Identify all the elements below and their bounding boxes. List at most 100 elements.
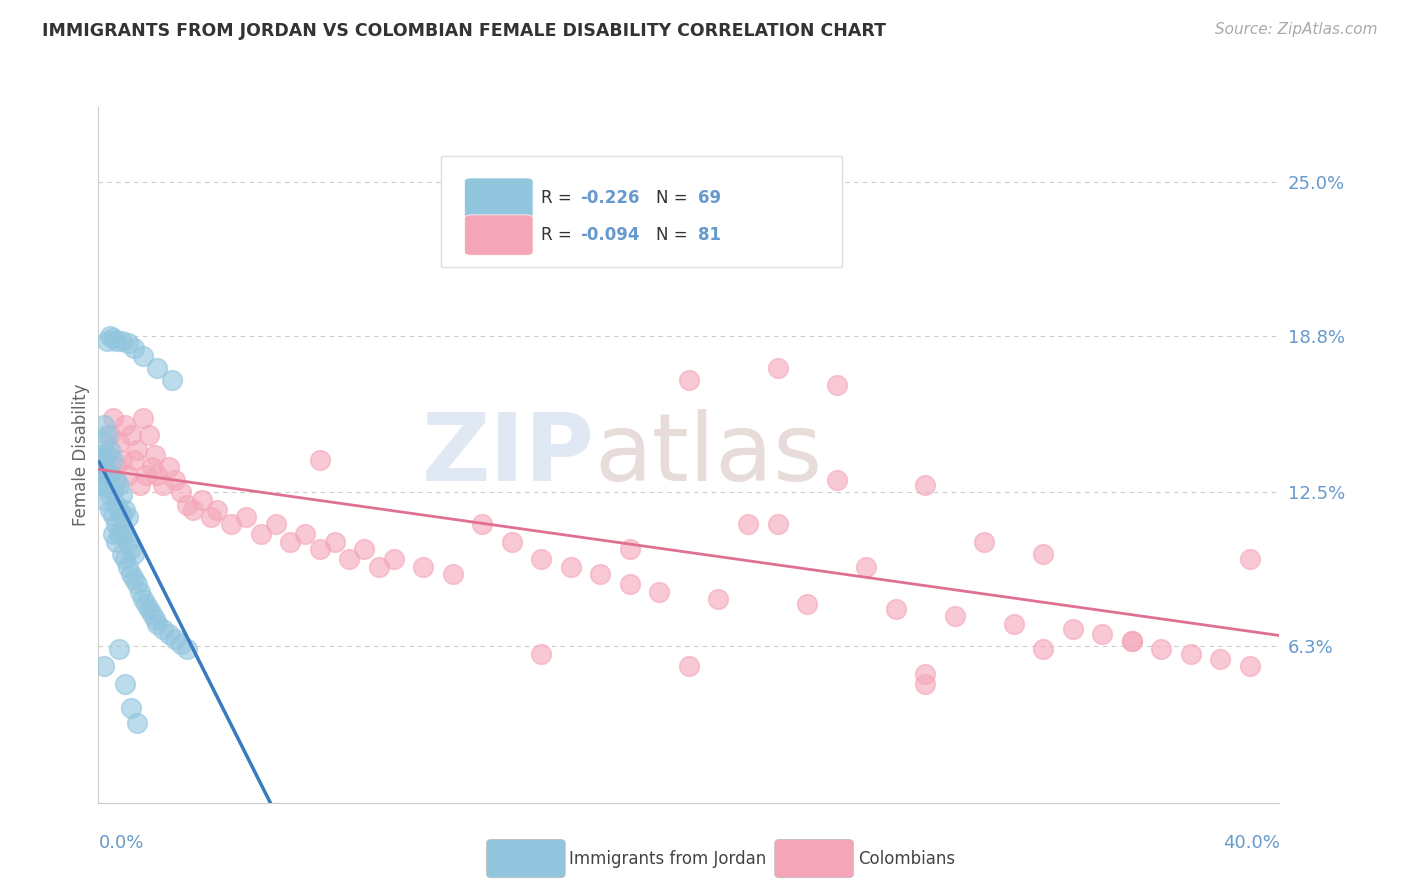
Text: 69: 69	[699, 189, 721, 207]
Point	[114, 418, 136, 433]
Point	[648, 584, 671, 599]
Point	[105, 473, 128, 487]
Point	[98, 442, 121, 457]
Point	[146, 361, 169, 376]
Point	[176, 641, 198, 656]
Point	[264, 517, 287, 532]
Text: 0.0%: 0.0%	[98, 834, 143, 852]
Point	[103, 508, 125, 522]
Point	[108, 477, 131, 491]
FancyBboxPatch shape	[464, 178, 533, 219]
Point	[1062, 622, 1084, 636]
Point	[114, 502, 136, 516]
Point	[766, 517, 789, 532]
Point	[1239, 659, 1261, 673]
Point	[235, 510, 257, 524]
Point	[219, 517, 242, 532]
Point	[1091, 627, 1114, 641]
Point	[339, 552, 360, 566]
Point	[93, 453, 115, 467]
Point	[90, 463, 112, 477]
FancyBboxPatch shape	[464, 215, 533, 255]
Point	[141, 460, 163, 475]
Point	[132, 592, 155, 607]
Point	[707, 592, 730, 607]
Point	[93, 453, 115, 467]
Point	[191, 492, 214, 507]
Point	[96, 334, 118, 348]
Point	[117, 467, 139, 482]
Point	[105, 517, 128, 532]
Point	[157, 627, 180, 641]
Point	[125, 577, 148, 591]
Point	[135, 467, 157, 482]
Point	[138, 602, 160, 616]
Point	[796, 597, 818, 611]
Point	[96, 428, 118, 442]
Point	[103, 410, 125, 425]
Point	[914, 666, 936, 681]
Point	[737, 517, 759, 532]
Point	[530, 647, 553, 661]
Point	[205, 502, 228, 516]
Text: Immigrants from Jordan: Immigrants from Jordan	[569, 849, 766, 868]
Point	[914, 477, 936, 491]
Point	[884, 602, 907, 616]
Point	[471, 517, 494, 532]
Point	[93, 473, 115, 487]
Point	[678, 659, 700, 673]
Text: atlas: atlas	[595, 409, 823, 501]
Point	[125, 716, 148, 731]
Point	[546, 179, 568, 194]
Point	[162, 373, 183, 387]
Point	[96, 480, 118, 494]
Point	[111, 334, 134, 348]
Text: IMMIGRANTS FROM JORDAN VS COLOMBIAN FEMALE DISABILITY CORRELATION CHART: IMMIGRANTS FROM JORDAN VS COLOMBIAN FEMA…	[42, 22, 886, 40]
Text: 40.0%: 40.0%	[1223, 834, 1279, 852]
Point	[1239, 552, 1261, 566]
Point	[98, 488, 121, 502]
Text: -0.226: -0.226	[581, 189, 640, 207]
Point	[98, 328, 121, 343]
Point	[323, 535, 346, 549]
Point	[111, 453, 134, 467]
Point	[501, 535, 523, 549]
Text: N =: N =	[655, 226, 693, 244]
Point	[973, 535, 995, 549]
Point	[117, 336, 139, 351]
Point	[914, 676, 936, 690]
Point	[98, 428, 121, 442]
Point	[143, 612, 166, 626]
Point	[105, 460, 128, 475]
Text: ZIP: ZIP	[422, 409, 595, 501]
Text: 81: 81	[699, 226, 721, 244]
Point	[132, 349, 155, 363]
Point	[125, 442, 148, 457]
Text: R =: R =	[541, 226, 578, 244]
Point	[103, 527, 125, 541]
Point	[353, 542, 375, 557]
Point	[412, 559, 434, 574]
Point	[103, 483, 125, 497]
Point	[96, 448, 118, 462]
Point	[96, 466, 118, 480]
Point	[122, 572, 145, 586]
Point	[111, 547, 134, 561]
Text: -0.094: -0.094	[581, 226, 640, 244]
Point	[146, 467, 169, 482]
Point	[1150, 641, 1173, 656]
Text: R =: R =	[541, 189, 578, 207]
Text: Colombians: Colombians	[858, 849, 955, 868]
Point	[943, 609, 966, 624]
Point	[1121, 634, 1143, 648]
Point	[1032, 547, 1054, 561]
Point	[108, 502, 131, 516]
Point	[766, 361, 789, 376]
Point	[93, 659, 115, 673]
Point	[141, 607, 163, 621]
Point	[90, 477, 112, 491]
Point	[200, 510, 222, 524]
Point	[560, 559, 582, 574]
Text: N =: N =	[655, 189, 693, 207]
Point	[309, 453, 332, 467]
